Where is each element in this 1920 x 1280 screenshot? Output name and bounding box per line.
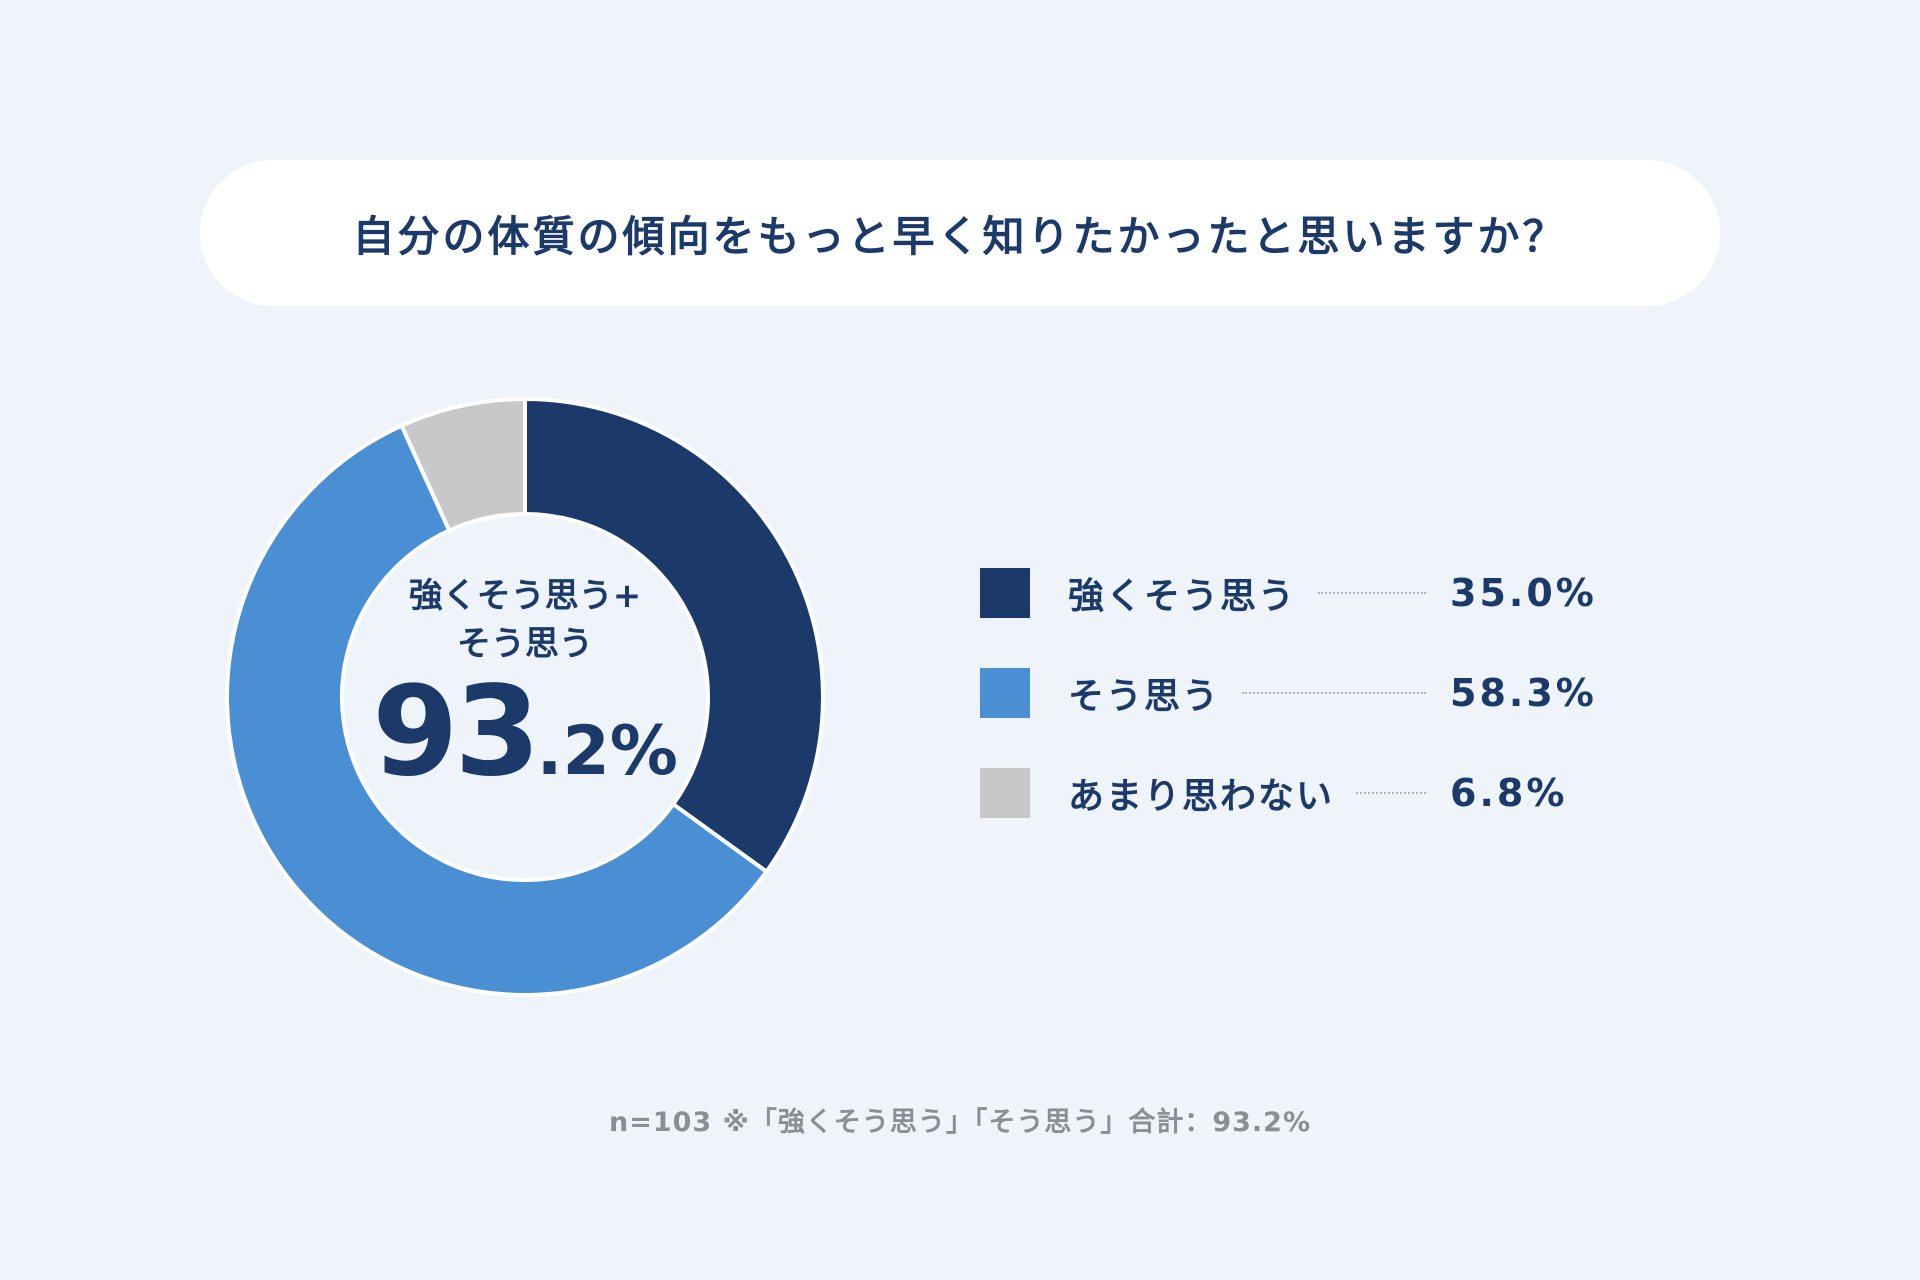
legend-swatch (980, 768, 1030, 818)
legend-swatch (980, 668, 1030, 718)
legend-label: 強くそう思う (1068, 576, 1297, 617)
center-label-line2: そう思う (457, 624, 593, 664)
legend-label: あまり思わない (1068, 776, 1335, 817)
center-label-line1: 強くそう思う+ (408, 576, 642, 616)
legend-item-agree: そう思う 58.3% (980, 668, 1600, 718)
legend-value: 35.0% (1450, 571, 1597, 615)
chart-title: 自分の体質の傾向をもっと早く知りたかったと思いますか？ (352, 211, 1568, 261)
legend-value: 6.8% (1450, 771, 1568, 815)
dotted-leader (1242, 692, 1426, 694)
donut-slice-disagree (398, 396, 527, 534)
legend-value: 58.3% (1450, 671, 1597, 715)
donut-slice-strongly-agree (523, 396, 825, 875)
dotted-leader (1318, 592, 1426, 594)
center-value-integer: 93 (372, 660, 541, 804)
legend-label: そう思う (1068, 676, 1221, 717)
legend: 強くそう思う 35.0% そう思う 58.3% あまり思わない 6.8% (980, 568, 1600, 868)
legend-swatch (980, 568, 1030, 618)
center-total-value: 93.2% (370, 660, 680, 804)
dotted-leader (1356, 792, 1426, 794)
center-value-decimal: .2% (536, 712, 678, 791)
donut-slice-agree (225, 423, 770, 997)
legend-item-strongly-agree: 強くそう思う 35.0% (980, 568, 1600, 618)
title-banner: 自分の体質の傾向をもっと早く知りたかったと思いますか？ (200, 160, 1720, 306)
footnote: n=103 ※「強くそう思う」「そう思う」合計：93.2% (608, 1107, 1312, 1138)
legend-item-disagree: あまり思わない 6.8% (980, 768, 1600, 818)
center-label: 強くそう思う+ そう思う (370, 572, 680, 668)
